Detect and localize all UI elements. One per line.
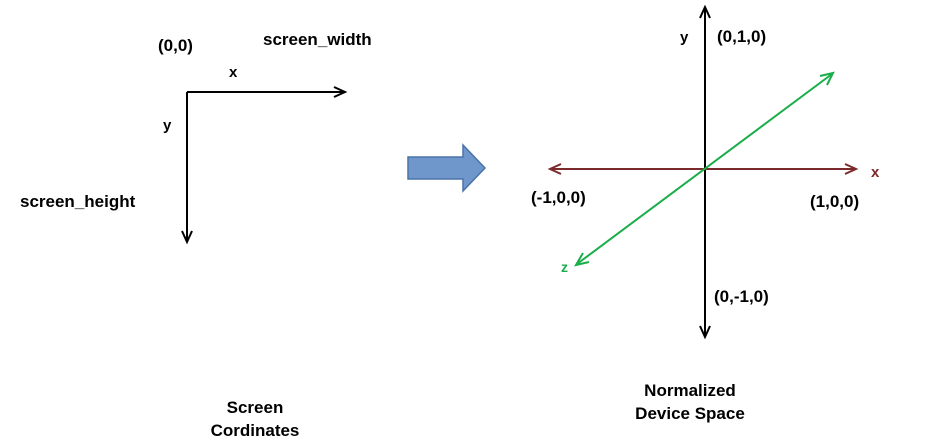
ndc-x-label: x <box>871 165 879 180</box>
transform-arrow <box>408 145 485 191</box>
ndc-y-label: y <box>680 30 688 45</box>
ndc-caption: Normalized Device Space <box>610 380 770 426</box>
ndc-z-label: z <box>561 260 568 274</box>
ndc-caption-line1: Normalized <box>610 380 770 403</box>
screen-caption-line2: Cordinates <box>185 420 325 443</box>
screen-height-label: screen_height <box>20 193 135 210</box>
ndc-neg-y-label: (0,-1,0) <box>714 288 769 305</box>
screen-origin-label: (0,0) <box>158 37 193 54</box>
ndc-neg-x-label: (-1,0,0) <box>531 189 586 206</box>
screen-x-label: x <box>229 65 237 80</box>
screen-caption: Screen Cordinates <box>185 397 325 443</box>
ndc-caption-line2: Device Space <box>610 403 770 426</box>
ndc-pos-y-label: (0,1,0) <box>717 28 766 45</box>
screen-caption-line1: Screen <box>185 397 325 420</box>
ndc-pos-x-label: (1,0,0) <box>810 193 859 210</box>
screen-width-label: screen_width <box>263 31 372 48</box>
screen-y-label: y <box>163 118 171 133</box>
